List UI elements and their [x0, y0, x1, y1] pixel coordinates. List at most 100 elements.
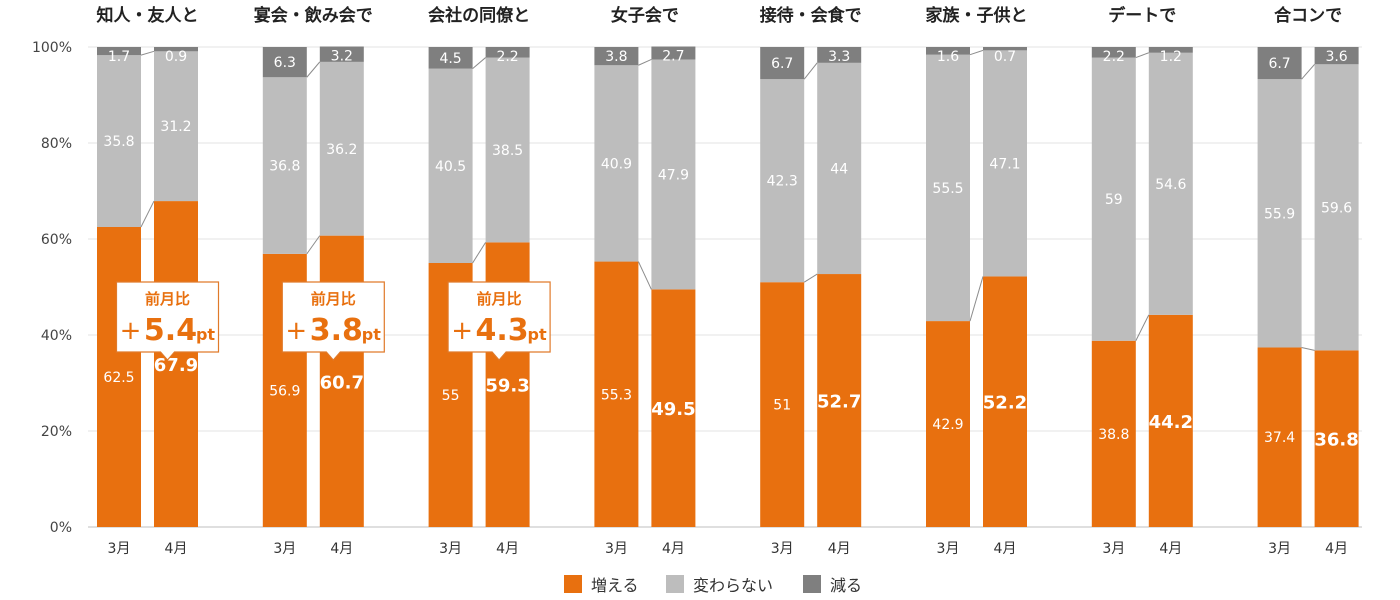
connector-increase-0	[140, 200, 155, 228]
callout-title-1: 前月比	[311, 290, 356, 308]
bar-2-1-減る	[485, 47, 530, 58]
connector-same-3	[638, 59, 652, 66]
label-decrease-4-1: 3.3	[828, 49, 850, 65]
y-tick-label-20: 20%	[41, 424, 72, 440]
label-decrease-2-0: 4.5	[439, 51, 461, 67]
label-increase-2-1: 59.3	[485, 376, 529, 397]
callout-box-2	[447, 281, 551, 361]
label-same-0-1: 31.2	[160, 119, 191, 135]
legend: 増える 変わらない 減る	[564, 575, 862, 595]
connector-same-6	[1135, 52, 1149, 59]
y-tick-label-100: 100%	[32, 40, 72, 56]
label-increase-3-0: 55.3	[601, 387, 632, 403]
bar-6-0-減る	[1091, 47, 1136, 58]
bar-0-0-変わらない	[97, 55, 141, 227]
label-decrease-4-0: 6.7	[771, 56, 793, 72]
label-decrease-1-1: 3.2	[331, 49, 353, 65]
label-same-7-0: 55.9	[1264, 206, 1295, 222]
label-increase-1-0: 56.9	[269, 383, 300, 399]
y-tick-label-80: 80%	[41, 136, 72, 152]
bar-1-0-減る	[262, 47, 307, 78]
callout-sign-0: +	[120, 316, 142, 346]
bar-4-0-変わらない	[760, 79, 805, 283]
label-increase-5-0: 42.9	[932, 417, 963, 433]
label-same-2-1: 38.5	[492, 143, 523, 159]
bar-6-1-減る	[1148, 47, 1193, 53]
callout-value-2: 4.3	[476, 313, 529, 348]
value-labels: 62.5 35.8 1.7 67.9 31.2 0.9 56.9 36.8 6.3 60.7 36.…	[103, 49, 1358, 451]
bar-3-0-減る	[594, 47, 639, 66]
callout-unit-0: pt	[196, 325, 215, 344]
x-tick-label-0-1: 4月	[165, 541, 188, 557]
bar-1-0-変わらない	[262, 77, 307, 254]
label-decrease-2-1: 2.2	[496, 49, 518, 65]
bar-0-1-増える	[154, 201, 198, 527]
label-increase-0-0: 62.5	[103, 370, 134, 386]
legend-swatch-2	[803, 575, 821, 593]
callout-value-0: 5.4	[144, 313, 197, 348]
group-title-5: 家族・子供と	[926, 5, 1028, 26]
label-increase-3-1: 49.5	[651, 399, 695, 420]
bar-2-1-変わらない	[485, 57, 530, 243]
legend-label-2: 減る	[830, 576, 862, 595]
y-axis: 0% 20% 40% 60% 80% 100%	[32, 40, 72, 536]
y-tick-label-40: 40%	[41, 328, 72, 344]
bar-0-1-減る	[154, 47, 198, 52]
bar-7-0-減る	[1257, 47, 1302, 80]
bar-4-1-変わらない	[817, 62, 862, 275]
x-tick-label-6-1: 4月	[1159, 541, 1182, 557]
label-same-4-1: 44	[830, 161, 848, 177]
bar-0-0-減る	[97, 47, 141, 56]
bar-5-1-増える	[983, 276, 1027, 527]
label-decrease-6-0: 2.2	[1103, 49, 1125, 65]
label-same-6-1: 54.6	[1155, 177, 1186, 193]
connector-increase-7	[1301, 346, 1315, 351]
bar-3-1-減る	[651, 46, 696, 60]
connector-same-0	[140, 50, 155, 56]
callout-sign-2: +	[451, 316, 473, 346]
bar-0-1-変わらない	[154, 51, 198, 202]
callout-unit-1: pt	[362, 325, 381, 344]
callout-sign-1: +	[285, 316, 307, 346]
bar-3-0-増える	[594, 261, 639, 527]
label-increase-7-0: 37.4	[1264, 430, 1295, 446]
connector-lines	[140, 49, 1315, 351]
x-tick-label-3-0: 3月	[605, 541, 628, 557]
label-decrease-5-0: 1.6	[937, 49, 959, 65]
bar-6-1-増える	[1148, 314, 1193, 527]
connector-increase-2	[472, 242, 487, 264]
label-decrease-3-1: 2.7	[662, 49, 684, 65]
x-tick-label-4-0: 3月	[771, 541, 794, 557]
label-increase-6-0: 38.8	[1098, 427, 1129, 443]
y-tick-label-0: 0%	[50, 520, 72, 536]
callout-box-1	[281, 281, 385, 361]
label-same-4-0: 42.3	[767, 174, 798, 190]
bar-3-1-増える	[651, 289, 696, 527]
legend-swatch-1	[666, 575, 684, 593]
connector-same-5	[969, 49, 984, 56]
group-title-2: 会社の同僚と	[428, 5, 530, 26]
x-tick-label-5-0: 3月	[937, 541, 960, 557]
callout-title-0: 前月比	[145, 290, 190, 308]
x-tick-label-3-1: 4月	[662, 541, 685, 557]
x-tick-label-1-0: 3月	[273, 541, 296, 557]
callout-1: 前月比+ 3.8pt	[281, 281, 385, 361]
bar-6-0-変わらない	[1091, 57, 1136, 341]
label-increase-5-1: 52.2	[983, 393, 1027, 414]
group-title-6: デートで	[1108, 5, 1176, 26]
connector-increase-4	[803, 273, 818, 283]
group-title-7: 合コンで	[1274, 5, 1342, 26]
label-same-3-1: 47.9	[658, 167, 689, 183]
group-title-4: 接待・会食で	[760, 5, 862, 26]
bar-5-0-増える	[926, 321, 970, 527]
legend-label-1: 変わらない	[693, 576, 773, 595]
bar-1-1-変わらない	[319, 61, 364, 236]
label-same-7-1: 59.6	[1321, 200, 1352, 216]
label-decrease-6-1: 1.2	[1160, 49, 1182, 65]
label-decrease-5-1: 0.7	[994, 49, 1016, 65]
bar-5-0-減る	[926, 47, 970, 55]
x-tick-label-7-0: 3月	[1268, 541, 1291, 557]
label-same-0-0: 35.8	[103, 134, 134, 150]
